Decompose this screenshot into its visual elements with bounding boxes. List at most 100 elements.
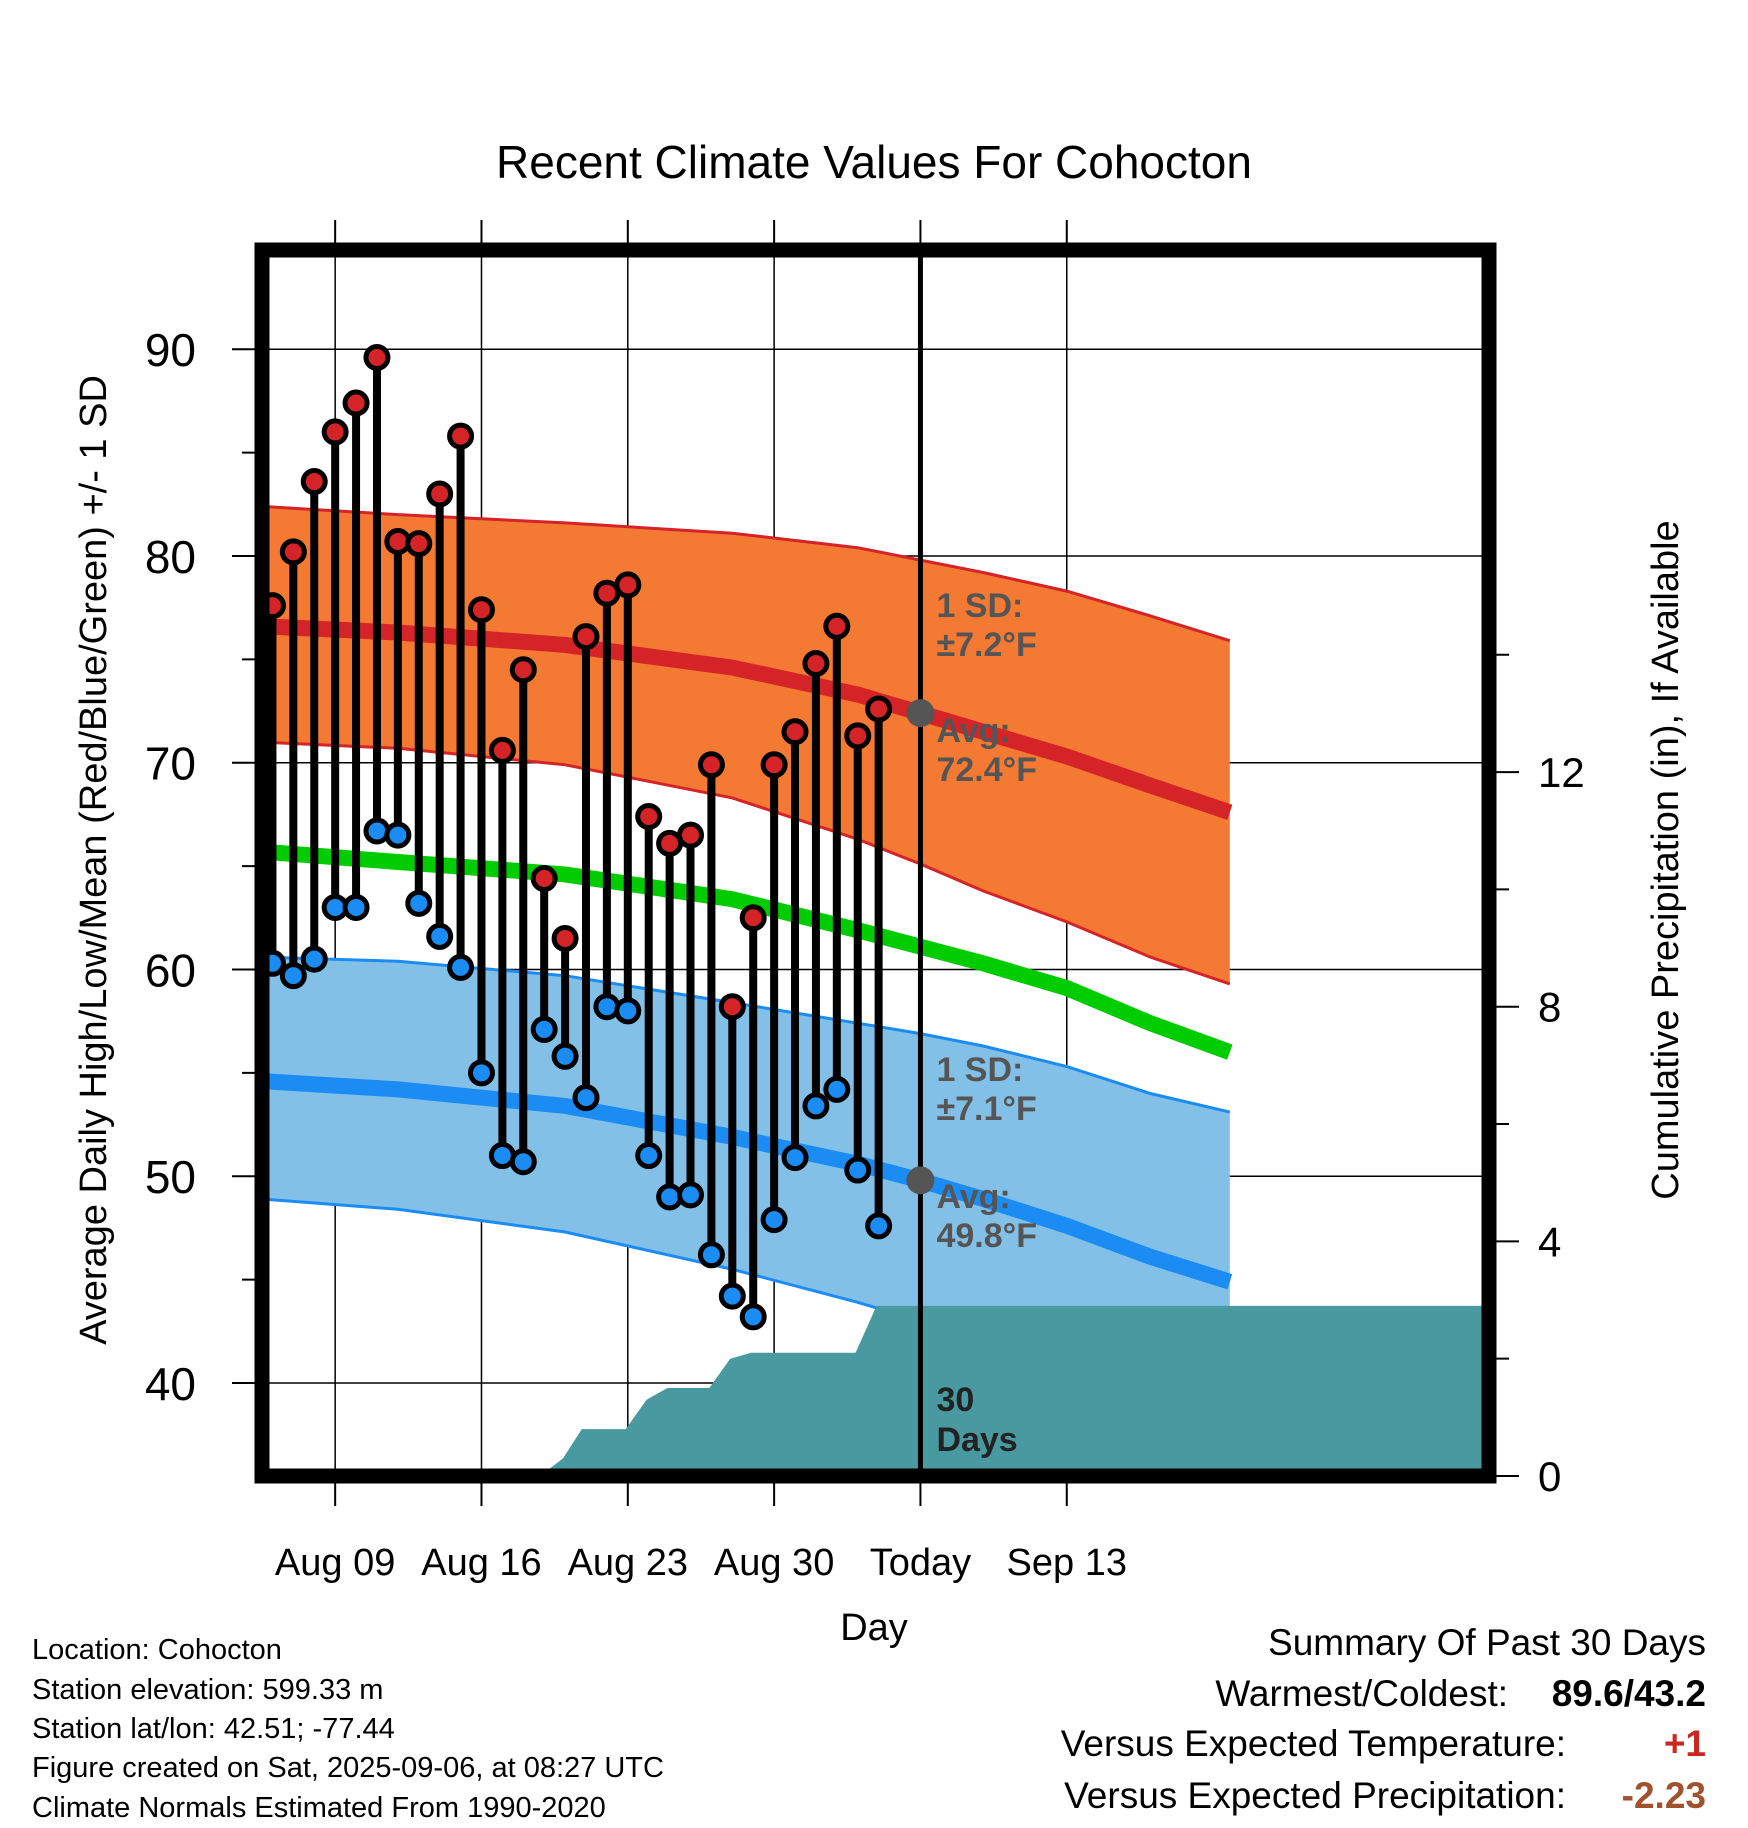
daily-high-point (614, 571, 642, 599)
summary-heading: Summary Of Past 30 Days (1268, 1622, 1706, 1663)
x-tick-label: Aug 30 (714, 1542, 834, 1584)
high-sd-band (262, 506, 1230, 984)
daily-low-point (802, 1092, 830, 1120)
daily-high-point (844, 722, 872, 750)
info-latlon: Station lat/lon: 42.51; -77.44 (32, 1713, 395, 1745)
daily-low-point (447, 953, 475, 981)
daily-high-point (718, 993, 746, 1021)
daily-low-point (781, 1144, 809, 1172)
high-sd-label: 1 SD: (936, 587, 1023, 625)
low-sd-value: ±7.1°F (936, 1090, 1036, 1128)
daily-low-point (384, 821, 412, 849)
high-sd-value: ±7.2°F (936, 626, 1036, 664)
y2-tick-label: 0 (1538, 1453, 1561, 1500)
y-tick-label: 60 (145, 944, 196, 996)
high-avg-label: Avg: (936, 712, 1010, 750)
y2-tick-label: 4 (1538, 1218, 1561, 1265)
daily-high-point (781, 718, 809, 746)
daily-low-point (530, 1015, 558, 1043)
daily-low-point (739, 1303, 767, 1331)
daily-high-point (509, 656, 537, 684)
today-low-avg-point (906, 1166, 935, 1195)
daily-low-point (405, 889, 433, 917)
daily-low-point (509, 1148, 537, 1176)
daily-low-point (551, 1042, 579, 1070)
low-avg-label: Avg: (936, 1178, 1010, 1216)
x-tick-label: Sep 13 (1007, 1542, 1127, 1584)
precip-area (272, 1305, 1489, 1476)
x-tick-label: Aug 16 (421, 1542, 541, 1584)
daily-high-point (363, 344, 391, 372)
daily-high-point (467, 596, 495, 624)
normals-bands (262, 504, 1233, 1437)
axes: Aug 09 Aug 16 Aug 23 Aug 30 Today Sep 1340506… (145, 220, 1585, 1584)
daily-high-point (447, 422, 475, 450)
daily-low-point (697, 1241, 725, 1269)
summary-warm-cold-label: Warmest/Coldest: (1215, 1673, 1508, 1714)
precip-days-count: 30 (936, 1381, 974, 1419)
today-high-avg-point (906, 699, 935, 728)
y-tick-label: 40 (145, 1358, 196, 1410)
summary-precip-value: -2.23 (1621, 1775, 1706, 1816)
daily-high-point (300, 468, 328, 496)
daily-high-point (530, 865, 558, 893)
daily-low-point (844, 1156, 872, 1184)
daily-low-point (760, 1206, 788, 1234)
summary-temp-label: Versus Expected Temperature: (1060, 1723, 1566, 1764)
info-normals: Climate Normals Estimated From 1990-2020 (32, 1792, 606, 1824)
daily-high-point (802, 649, 830, 677)
daily-low-point (363, 817, 391, 845)
daily-high-point (739, 904, 767, 932)
x-tick-label: Aug 23 (568, 1542, 688, 1584)
daily-low-point (467, 1059, 495, 1087)
summary-precip-label: Versus Expected Precipitation: (1064, 1775, 1566, 1816)
daily-low-point (279, 962, 307, 990)
x-tick-label: Today (870, 1542, 971, 1584)
summary-warm-cold-value: 89.6/43.2 (1551, 1673, 1706, 1714)
daily-low-point (342, 893, 370, 921)
daily-high-point (635, 802, 663, 830)
daily-high-point (426, 480, 454, 508)
daily-low-point (426, 922, 454, 950)
daily-high-point (342, 389, 370, 417)
y-axis-label: Average Daily High/Low/Mean (Red/Blue/Gr… (73, 375, 115, 1345)
daily-high-point (865, 695, 893, 723)
daily-low-point (718, 1282, 746, 1310)
precip-days-label: Days (936, 1421, 1017, 1459)
daily-high-point (572, 623, 600, 651)
daily-low-point (300, 945, 328, 973)
y2-tick-label: 12 (1538, 749, 1585, 796)
y-tick-label: 70 (145, 738, 196, 790)
daily-high-point (697, 751, 725, 779)
y-tick-label: 90 (145, 324, 196, 376)
daily-high-point (279, 538, 307, 566)
cumulative-precip-area (272, 1305, 1489, 1476)
y-tick-label: 80 (145, 531, 196, 583)
y2-tick-label: 8 (1538, 984, 1561, 1031)
summary-temp-value: +1 (1663, 1723, 1706, 1764)
daily-high-point (551, 924, 579, 952)
daily-high-point (677, 821, 705, 849)
low-avg-value: 49.8°F (936, 1217, 1037, 1255)
high-avg-value: 72.4°F (936, 751, 1037, 789)
daily-low-point (865, 1212, 893, 1240)
daily-stems (268, 357, 883, 1317)
daily-low-point (823, 1075, 851, 1103)
info-location: Location: Cohocton (32, 1634, 282, 1666)
y-tick-label: 50 (145, 1151, 196, 1203)
daily-high-point (321, 418, 349, 446)
daily-low-point (614, 997, 642, 1025)
x-axis-label: Day (840, 1607, 908, 1649)
daily-low-point (593, 993, 621, 1021)
daily-low-point (677, 1181, 705, 1209)
plot-frame (254, 242, 1497, 1484)
daily-high-point (488, 736, 516, 764)
y2-axis-label: Cumulative Precipitation (in), If Availa… (1645, 520, 1687, 1199)
daily-low-point (635, 1142, 663, 1170)
normal-low-line (262, 1073, 1233, 1290)
daily-high-point (823, 612, 851, 640)
info-elevation: Station elevation: 599.33 m (32, 1674, 384, 1706)
daily-high-point (405, 530, 433, 558)
